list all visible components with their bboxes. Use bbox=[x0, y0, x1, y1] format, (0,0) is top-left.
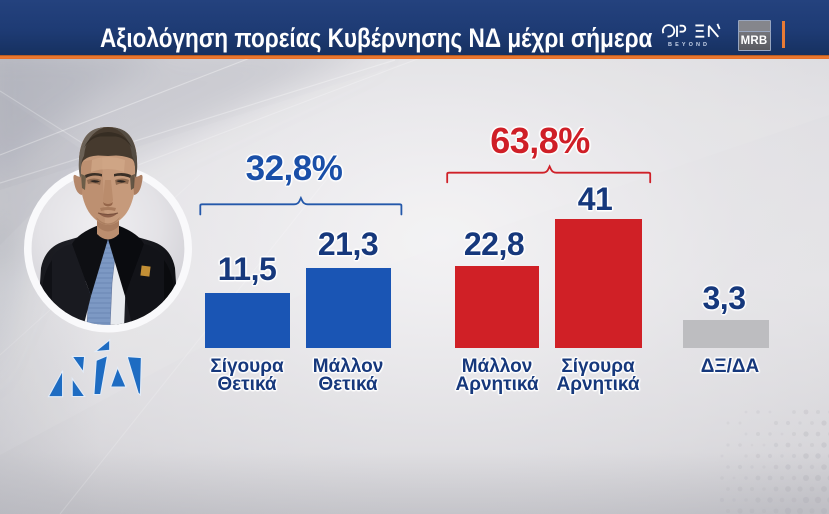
svg-text:BEYOND: BEYOND bbox=[668, 42, 710, 48]
